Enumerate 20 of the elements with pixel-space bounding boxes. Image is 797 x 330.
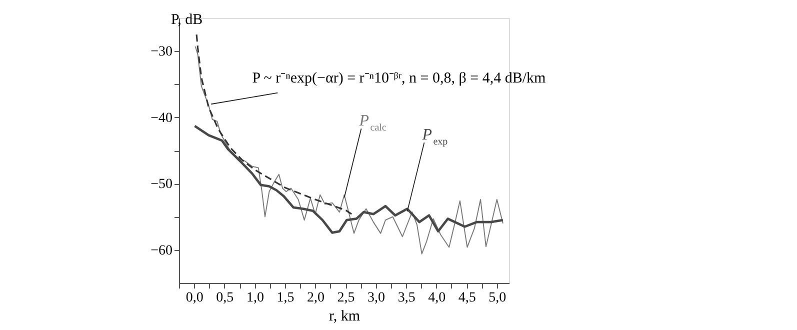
line-series — [194, 124, 504, 234]
x-tick-label: 4,5 — [458, 290, 476, 306]
x-tick-label: 0,5 — [216, 290, 234, 306]
y-tick-label: −30 — [150, 44, 172, 60]
x-tick-label: 1,5 — [276, 290, 294, 306]
annotation: P ~ r⁻ⁿexp(−αr) = r⁻ⁿ10⁻ᵝʳ, n = 0,8, β = 4,4 dB/km — [252, 70, 546, 87]
x-tick-label: 2,0 — [306, 290, 324, 306]
y-tick-label: −40 — [150, 110, 172, 126]
x-tick-label: 2,5 — [337, 290, 355, 306]
x-tick-label: 0,0 — [186, 290, 204, 306]
line-series — [194, 46, 504, 254]
x-tick-label: 5,0 — [488, 290, 506, 306]
y-tick-label: −50 — [150, 177, 172, 192]
x-tick-label: 3,0 — [368, 290, 386, 306]
x-axis-title: r, km — [328, 308, 360, 324]
y-axis-title: P, dB — [171, 12, 203, 28]
x-tick-label: 1,0 — [246, 290, 264, 306]
x-tick-label: 4,0 — [428, 290, 446, 306]
y-tick-label: −60 — [150, 243, 172, 258]
x-tick-label: 3,5 — [398, 290, 416, 306]
